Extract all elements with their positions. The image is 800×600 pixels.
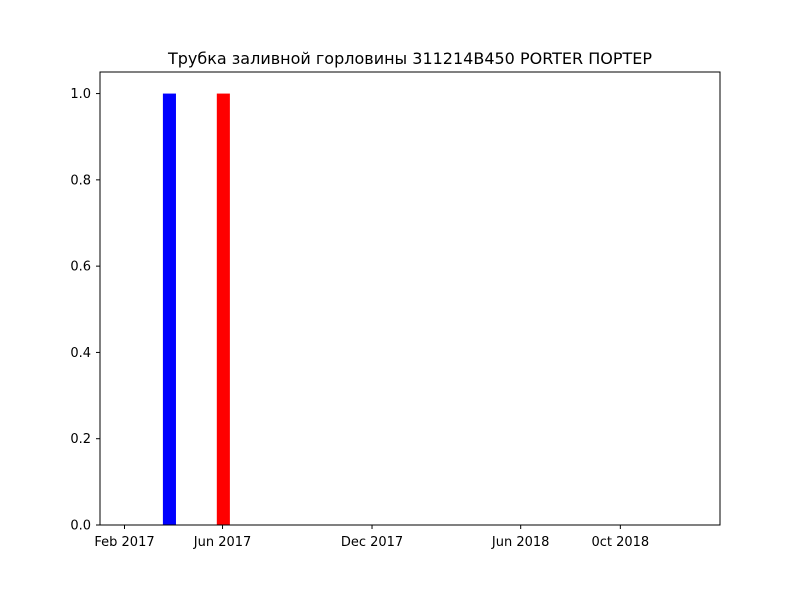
y-tick-label-0: 0.0 <box>70 519 91 534</box>
axes-layer: 0.0 0.2 0.4 0.6 0.8 1.0 Feb 2017 Jun 2017 Dec 20… <box>70 87 649 550</box>
y-tick-label-2: 0.4 <box>70 346 91 361</box>
y-tick-label-5: 1.0 <box>70 87 91 102</box>
plot-frame <box>99 71 721 526</box>
y-tick-label-3: 0.6 <box>70 260 91 275</box>
y-tick-label-4: 0.8 <box>70 173 91 188</box>
x-tick-label-2: Dec 2017 <box>341 535 403 550</box>
bar-2 <box>216 93 230 525</box>
x-tick-label-1: Jun 2017 <box>193 535 252 550</box>
x-tick-label-0: Feb 2017 <box>94 535 154 550</box>
x-tick-label-4: 0ct 2018 <box>591 535 649 550</box>
x-tick-label-3: Jun 2018 <box>491 535 550 550</box>
bar-1 <box>162 93 176 525</box>
y-tick-label-1: 0.2 <box>70 432 91 447</box>
chart-title: Трубка заливной горловины 311214B450 POR… <box>167 49 652 68</box>
bars-layer <box>162 93 230 525</box>
